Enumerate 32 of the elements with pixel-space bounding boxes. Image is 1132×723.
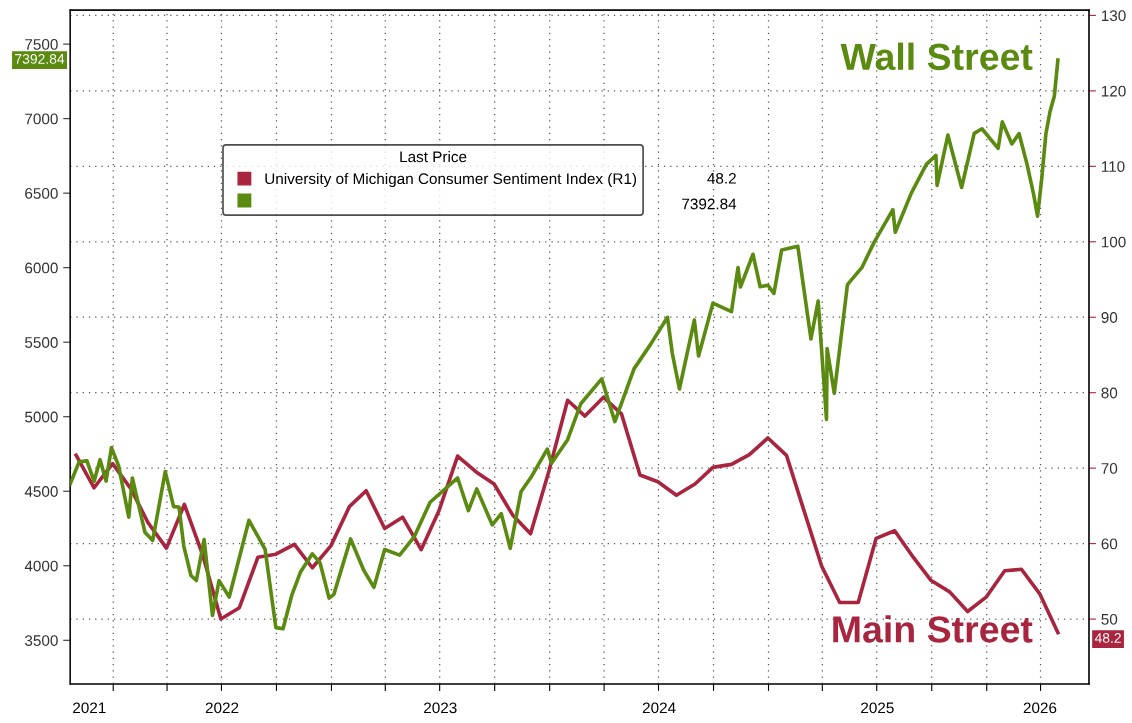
y-tick-label: 7500 bbox=[25, 38, 58, 50]
y2-tick-label: 90 bbox=[1101, 312, 1118, 323]
legend-label: University of Michigan Consumer Sentiment Index (R1) bbox=[265, 172, 637, 188]
y2-tick-label: 120 bbox=[1101, 85, 1126, 97]
legend-title: Last Price bbox=[400, 151, 467, 163]
annotation: 48.2 bbox=[707, 172, 736, 184]
x-tick-label: 2024 bbox=[642, 702, 676, 714]
annotation: 7392.84 bbox=[682, 198, 737, 210]
y-tick-label: 4500 bbox=[24, 486, 58, 497]
y-tick-label: 6500 bbox=[25, 188, 58, 199]
y-tick-label: 5000 bbox=[25, 411, 58, 423]
y-tick-label: 7000 bbox=[25, 113, 58, 125]
x-tick-label: 2023 bbox=[424, 702, 457, 714]
x-tick-label: 2022 bbox=[205, 702, 239, 714]
y2-tick-label: 70 bbox=[1101, 463, 1118, 474]
x-tick-label: 2025 bbox=[861, 702, 894, 714]
annotation: Wall Street bbox=[840, 42, 1033, 71]
y-tick-label: 4000 bbox=[24, 560, 58, 572]
x-tick-label: 2026 bbox=[1023, 702, 1057, 714]
text: 48.2 bbox=[1094, 633, 1121, 643]
y-tick-label: 6000 bbox=[25, 262, 58, 274]
y-tick-label: 3500 bbox=[24, 635, 58, 646]
y2-tick-label: 50 bbox=[1101, 613, 1118, 625]
y-tick-label: 5500 bbox=[25, 337, 58, 348]
y2-tick-label: 100 bbox=[1101, 236, 1126, 248]
y2-tick-label: 130 bbox=[1101, 10, 1126, 22]
y2-tick-label: 80 bbox=[1101, 387, 1118, 399]
y2-tick-label: 60 bbox=[1101, 538, 1118, 550]
y2-tick-label: 110 bbox=[1101, 161, 1125, 173]
annotation: Main Street bbox=[833, 615, 1033, 643]
text: 7392.84 bbox=[15, 53, 65, 64]
x-tick-label: 2021 bbox=[73, 702, 106, 714]
